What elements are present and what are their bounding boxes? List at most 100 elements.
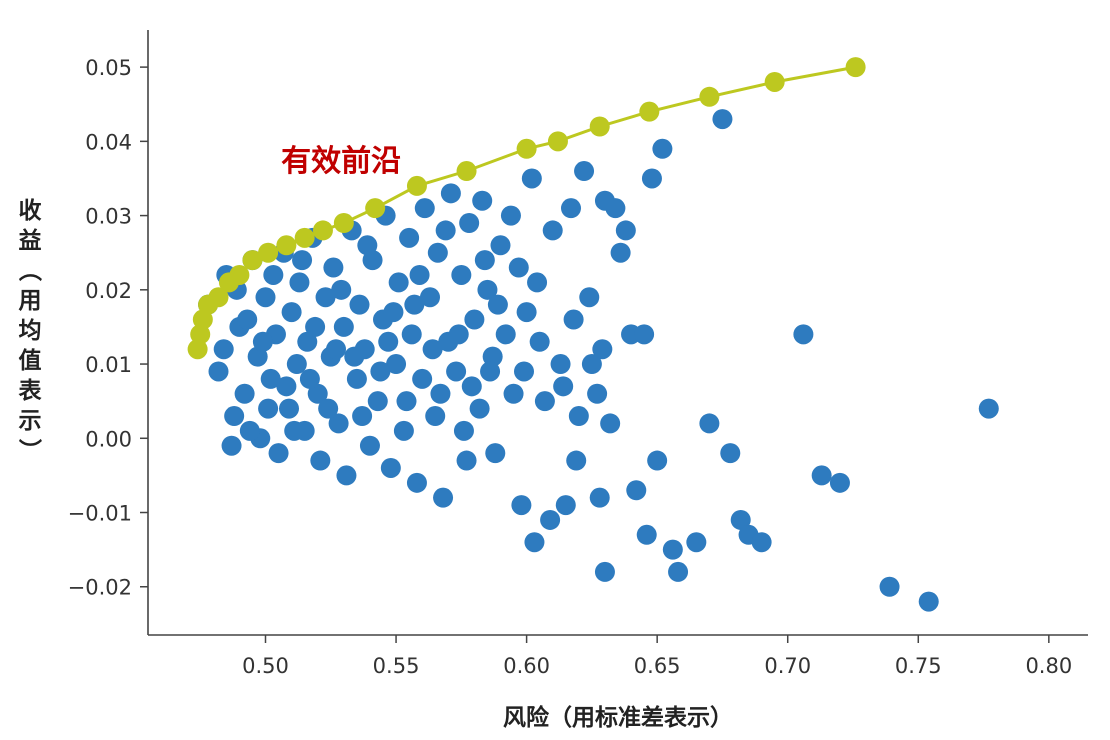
portfolio-point [286,354,307,375]
portfolio-point [440,183,461,204]
frontier-point [845,57,866,78]
portfolio-point [487,294,508,315]
portfolio-point [357,235,378,256]
portfolio-point [297,331,318,352]
portfolio-point [305,316,326,337]
portfolio-point [433,487,454,508]
portfolio-point [318,398,339,419]
portfolio-point [367,391,388,412]
portfolio-point [239,420,260,441]
portfolio-point [485,443,506,464]
x-tick-label: 0.60 [503,654,550,678]
portfolio-point [393,420,414,441]
portfolio-point [213,339,234,360]
portfolio-point [331,279,352,300]
portfolio-point [634,324,655,345]
portfolio-point [568,406,589,427]
x-tick-label: 0.70 [764,654,811,678]
portfolio-point [482,346,503,367]
y-tick-label: −0.02 [68,576,132,600]
portfolio-point [344,346,365,367]
portfolio-point [605,198,626,219]
x-tick-label: 0.75 [895,654,942,678]
portfolio-point [459,213,480,234]
frontier-point [333,213,354,234]
y-axis-label-char: 均 [19,317,42,344]
portfolio-point [370,361,391,382]
portfolio-point [555,495,576,516]
portfolio-point [647,450,668,471]
portfolio-point [480,361,501,382]
portfolio-point [352,406,373,427]
portfolio-point [386,354,407,375]
portfolio-point [829,472,850,493]
frontier-point [639,101,660,122]
portfolio-point [435,220,456,241]
portfolio-point [793,324,814,345]
portfolio-point [409,264,430,285]
portfolio-point [477,279,498,300]
portfolio-point [401,324,422,345]
portfolio-point [328,413,349,434]
frontier-point [276,235,297,256]
portfolio-point [978,398,999,419]
frontier-point [764,71,785,92]
y-tick-label: 0.00 [85,427,132,451]
portfolio-point [412,368,433,389]
portfolio-point [490,235,511,256]
portfolio-point [540,509,561,530]
portfolio-point [474,250,495,271]
portfolio-point [514,361,534,382]
portfolio-point [720,443,741,464]
portfolio-point [524,532,545,553]
portfolio-point [587,383,608,404]
y-tick-label: 0.05 [85,56,132,80]
y-axis-label-char: 益 [19,227,42,254]
frontier-point [365,198,386,219]
portfolio-point [333,316,354,337]
portfolio-point [289,272,310,293]
portfolio-point [346,368,367,389]
portfolio-point [469,398,490,419]
portfolio-point [299,368,320,389]
frontier-point [208,287,229,308]
portfolio-point [260,368,281,389]
efficient-frontier-annotation: 有效前沿 [281,144,401,179]
portfolio-point [592,339,613,360]
y-tick-label: 0.02 [85,279,132,303]
portfolio-point [527,272,548,293]
portfolio-point [652,138,673,159]
frontier-point [294,227,315,248]
portfolio-point [712,109,733,130]
y-axis-label-char: （ [16,259,43,282]
portfolio-point [310,450,331,471]
y-axis-label-char: 收 [19,197,42,224]
portfolio-point [399,227,420,248]
x-tick-label: 0.80 [1025,654,1072,678]
portfolio-point [641,168,662,189]
portfolio-point [427,242,448,263]
portfolio-point [456,450,477,471]
portfolio-point [521,168,542,189]
frontier-point [229,264,250,285]
x-axis-ticks: 0.50 0.55 0.60 0.65 0.70 0.75 0.80 [242,635,1072,678]
frontier-point [258,242,279,263]
portfolio-point [255,287,276,308]
portfolio-point [388,272,409,293]
portfolio-point [918,591,939,612]
portfolio-point [451,264,472,285]
portfolio-point [326,339,346,360]
portfolio-point [448,324,469,345]
portfolio-point [208,361,229,382]
y-axis-label-char: 表 [19,378,43,404]
portfolio-point [279,398,299,419]
x-tick-label: 0.55 [373,654,420,678]
portfolio-point [430,383,451,404]
x-tick-label: 0.50 [242,654,289,678]
portfolio-point [550,354,571,375]
portfolio-point [281,302,302,323]
portfolio-point [349,294,370,315]
portfolio-point [224,406,245,427]
portfolio-point [461,376,482,397]
